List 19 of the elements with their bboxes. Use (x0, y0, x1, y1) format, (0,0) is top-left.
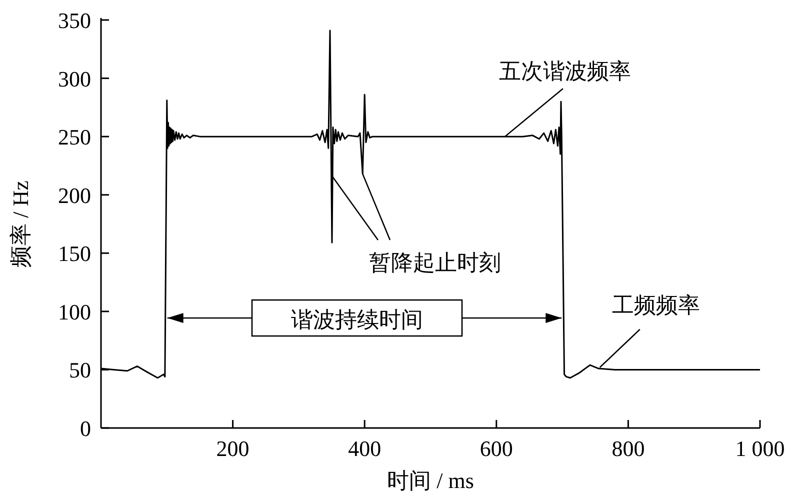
y-axis-title: 频率 / Hz (8, 180, 33, 268)
y-tick-label: 350 (58, 8, 91, 33)
annotation: 暂降起止时刻 (369, 250, 501, 275)
x-axis-title: 时间 / ms (387, 468, 474, 493)
y-tick-label: 300 (58, 66, 91, 92)
y-tick-label: 250 (58, 124, 91, 150)
y-tick-label: 0 (80, 416, 91, 441)
y-tick-label: 100 (58, 299, 91, 324)
y-tick-label: 50 (69, 358, 91, 383)
x-tick-label: 1 000 (735, 436, 785, 461)
y-tick-label: 200 (58, 182, 91, 208)
y-tick-label: 150 (58, 241, 91, 266)
x-tick-label: 200 (216, 436, 250, 461)
annotation: 谐波持续时间 (291, 307, 423, 332)
x-tick-label: 600 (480, 436, 513, 461)
x-tick-label: 800 (612, 436, 645, 461)
annotation: 五次谐波频率 (498, 58, 631, 84)
annotation: 工频频率 (612, 292, 700, 318)
x-tick-label: 400 (348, 436, 382, 461)
